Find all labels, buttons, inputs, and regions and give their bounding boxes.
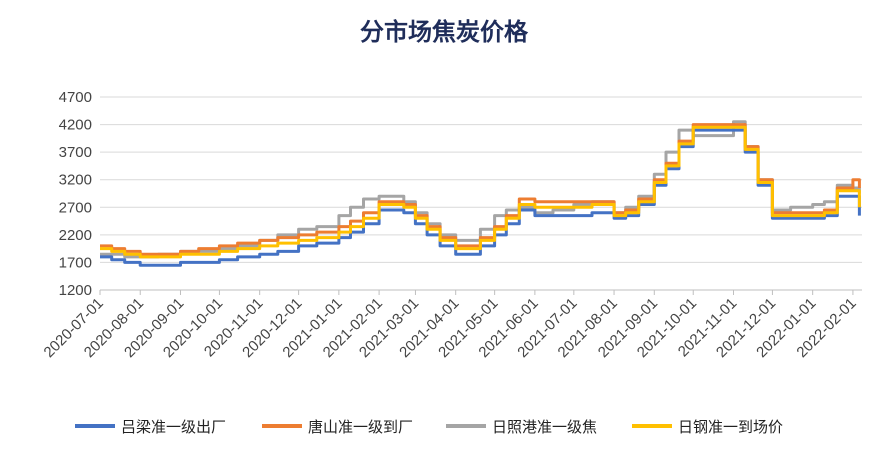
y-tick-label: 1200 — [59, 282, 92, 299]
series-lines — [100, 120, 861, 267]
y-tick-label: 1700 — [59, 254, 92, 271]
legend-label: 日照港准一级焦 — [492, 418, 597, 436]
y-tick-label: 4700 — [59, 89, 92, 106]
chart-title: 分市场焦炭价格 — [360, 18, 529, 46]
y-axis-ticks: 1200 1700 2200 2700 3200 3700 4200 4700 — [59, 89, 92, 299]
legend-label: 吕梁准一级出厂 — [121, 418, 226, 436]
series-line — [100, 125, 861, 259]
y-tick-label: 2700 — [59, 199, 92, 216]
gridlines — [100, 96, 862, 291]
y-tick-label: 3700 — [59, 144, 92, 161]
legend-label: 日钢准一到场价 — [678, 418, 783, 436]
y-tick-label: 2200 — [59, 227, 92, 244]
x-axis-ticks: 2020-07-012020-08-012020-09-012020-10-01… — [41, 290, 860, 361]
legend: 吕梁准一级出厂 唐山准一级到厂 日照港准一级焦 日钢准一到场价 — [75, 418, 783, 436]
y-tick-label: 3200 — [59, 172, 92, 189]
legend-label: 唐山准一级到厂 — [308, 418, 413, 436]
y-tick-label: 4200 — [59, 117, 92, 134]
